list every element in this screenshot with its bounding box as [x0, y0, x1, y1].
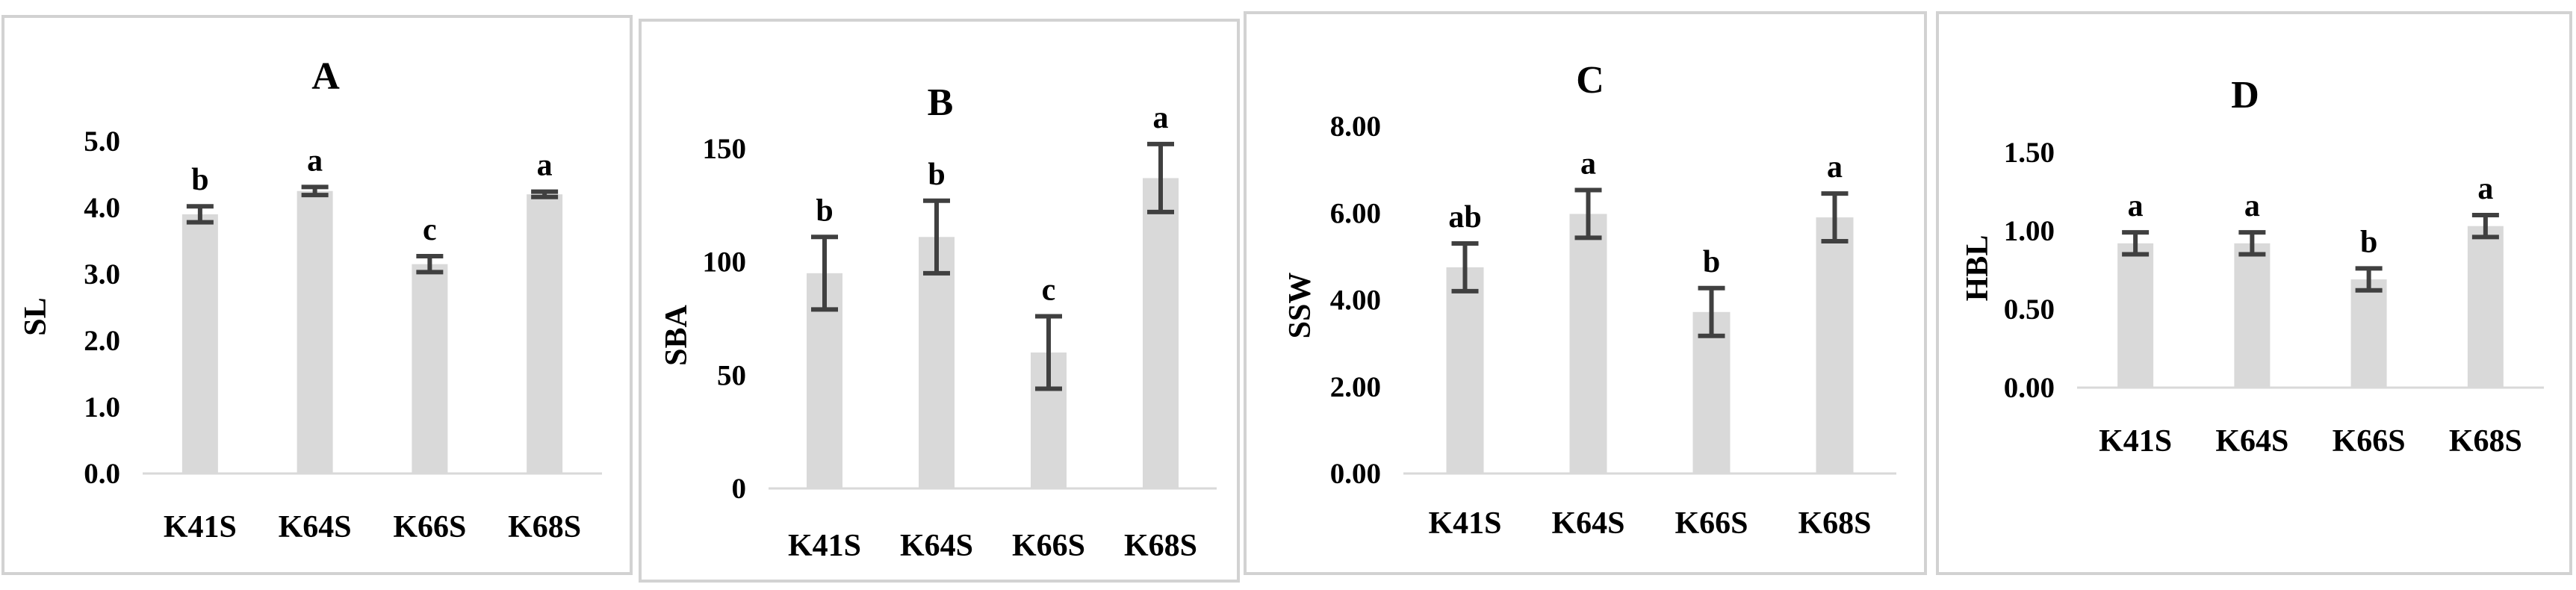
bar-k68s — [527, 194, 563, 473]
significance-label: a — [307, 143, 323, 178]
x-tick-label: K64S — [1551, 506, 1624, 541]
bar-k68s — [2467, 226, 2504, 388]
x-tick-label: K66S — [1675, 506, 1748, 541]
error-bar-k64s — [1574, 187, 1602, 240]
y-tick-label: 0.00 — [2004, 372, 2055, 404]
error-bar-k66s — [416, 253, 444, 275]
error-bar-k64s — [923, 198, 950, 276]
error-bar-k41s — [186, 204, 214, 225]
y-tick-label: 1.50 — [2004, 137, 2055, 169]
chart-panel-d: D HBL 0.00 0.50 1.00 1.50 a K41S a K64S b K66S a K68S — [1936, 11, 2572, 575]
y-axis-label: SBA — [659, 304, 694, 365]
x-tick-label: K68S — [508, 510, 581, 544]
y-tick-label: 8.00 — [1330, 111, 1381, 143]
significance-label: ab — [1448, 200, 1481, 235]
x-tick-label: K41S — [164, 510, 237, 544]
y-tick-label: 6.00 — [1330, 197, 1381, 229]
x-tick-label: K68S — [1798, 506, 1871, 541]
x-tick-label: K66S — [2333, 424, 2406, 459]
chart-panel-b: B SBA 0 50 100 150 b K41S b K64S c K66S a K68S — [639, 19, 1240, 583]
error-bar-k68s — [1821, 191, 1849, 244]
x-tick-label: K41S — [1428, 506, 1501, 541]
error-bar-k41s — [2122, 230, 2150, 257]
y-tick-label: 150 — [703, 133, 747, 165]
significance-label: a — [1580, 146, 1596, 181]
bar-k68s — [1816, 217, 1854, 473]
error-bar-k66s — [2355, 266, 2383, 293]
bar-k41s — [2117, 243, 2154, 388]
chart-title: C — [1576, 59, 1604, 102]
y-tick-label: 1.0 — [84, 391, 120, 423]
error-bar-k66s — [1035, 314, 1062, 391]
bar-k64s — [297, 190, 333, 473]
y-tick-label: 5.0 — [84, 125, 120, 158]
error-bar-k68s — [531, 189, 559, 199]
chart-c: C SSW 0.00 2.00 4.00 6.00 8.00 ab K41S a K64S b K66S… — [1283, 59, 1896, 541]
chart-d: D HBL 0.00 0.50 1.00 1.50 a K41S a K64S b K66S a K68S — [1961, 74, 2544, 459]
error-bar-k66s — [1698, 285, 1725, 338]
y-tick-label: 1.00 — [2004, 215, 2055, 247]
bar-k64s — [919, 237, 955, 488]
error-bar-k41s — [811, 235, 838, 312]
bar-k66s — [2350, 279, 2387, 388]
chart-b: B SBA 0 50 100 150 b K41S b K64S c K66S a K68S — [659, 81, 1217, 563]
chart-title: D — [2231, 74, 2259, 117]
significance-label: a — [2244, 189, 2260, 223]
y-tick-label: 0.00 — [1330, 458, 1381, 490]
y-tick-label: 2.0 — [84, 325, 120, 357]
bar-k66s — [1692, 311, 1731, 473]
significance-label: a — [2477, 172, 2493, 206]
x-tick-label: K66S — [1012, 529, 1085, 563]
y-tick-label: 3.0 — [84, 258, 120, 291]
chart-title: B — [928, 81, 954, 124]
error-bar-k64s — [2238, 230, 2266, 257]
y-tick-label: 4.0 — [84, 192, 120, 224]
error-bar-k68s — [1147, 141, 1174, 214]
chart-panel-c: C SSW 0.00 2.00 4.00 6.00 8.00 ab K41S a K64S b K66S… — [1244, 11, 1927, 575]
y-tick-label: 0.0 — [84, 458, 120, 490]
x-tick-label: K68S — [1124, 529, 1197, 563]
x-tick-label: K64S — [900, 529, 973, 563]
bar-k66s — [412, 264, 448, 473]
y-tick-label: 2.00 — [1330, 371, 1381, 403]
bar-k41s — [1446, 267, 1484, 473]
significance-label: b — [1703, 245, 1720, 279]
bar-k41s — [181, 214, 218, 473]
significance-label: b — [928, 158, 945, 192]
y-tick-label: 50 — [717, 359, 746, 391]
y-tick-label: 0 — [732, 473, 747, 505]
chart-title: A — [311, 55, 340, 98]
error-bar-k41s — [1451, 240, 1479, 294]
y-tick-label: 0.50 — [2004, 294, 2055, 326]
x-tick-label: K64S — [2215, 424, 2288, 459]
bar-k68s — [1143, 178, 1179, 488]
significance-label: c — [423, 213, 437, 247]
bar-k64s — [2234, 243, 2271, 388]
chart-a: A SL 0.0 1.0 2.0 3.0 4.0 5.0 b K41S a K64S c K66S a K68… — [19, 55, 602, 544]
x-tick-label: K64S — [279, 510, 352, 544]
significance-label: a — [1153, 101, 1169, 135]
y-axis-label: HBL — [1961, 235, 1995, 302]
x-tick-label: K66S — [393, 510, 466, 544]
chart-panel-a: A SL 0.0 1.0 2.0 3.0 4.0 5.0 b K41S a K64S c K66S a K68… — [1, 15, 633, 575]
y-tick-label: 100 — [703, 246, 747, 279]
x-tick-label: K68S — [2449, 424, 2522, 459]
significance-label: a — [537, 149, 553, 183]
significance-label: b — [2360, 225, 2377, 259]
x-tick-label: K41S — [2099, 424, 2172, 459]
error-bar-k64s — [301, 184, 329, 198]
y-axis-label: SSW — [1283, 273, 1318, 339]
y-axis-label: SL — [19, 297, 53, 335]
error-bar-k68s — [2471, 213, 2499, 240]
significance-label: a — [2128, 189, 2144, 223]
y-tick-label: 4.00 — [1330, 285, 1381, 317]
significance-label: a — [1827, 150, 1843, 184]
significance-label: b — [816, 193, 833, 228]
bar-k64s — [1569, 214, 1607, 473]
significance-label: c — [1042, 273, 1056, 307]
significance-label: b — [191, 163, 208, 197]
x-tick-label: K41S — [788, 529, 861, 563]
